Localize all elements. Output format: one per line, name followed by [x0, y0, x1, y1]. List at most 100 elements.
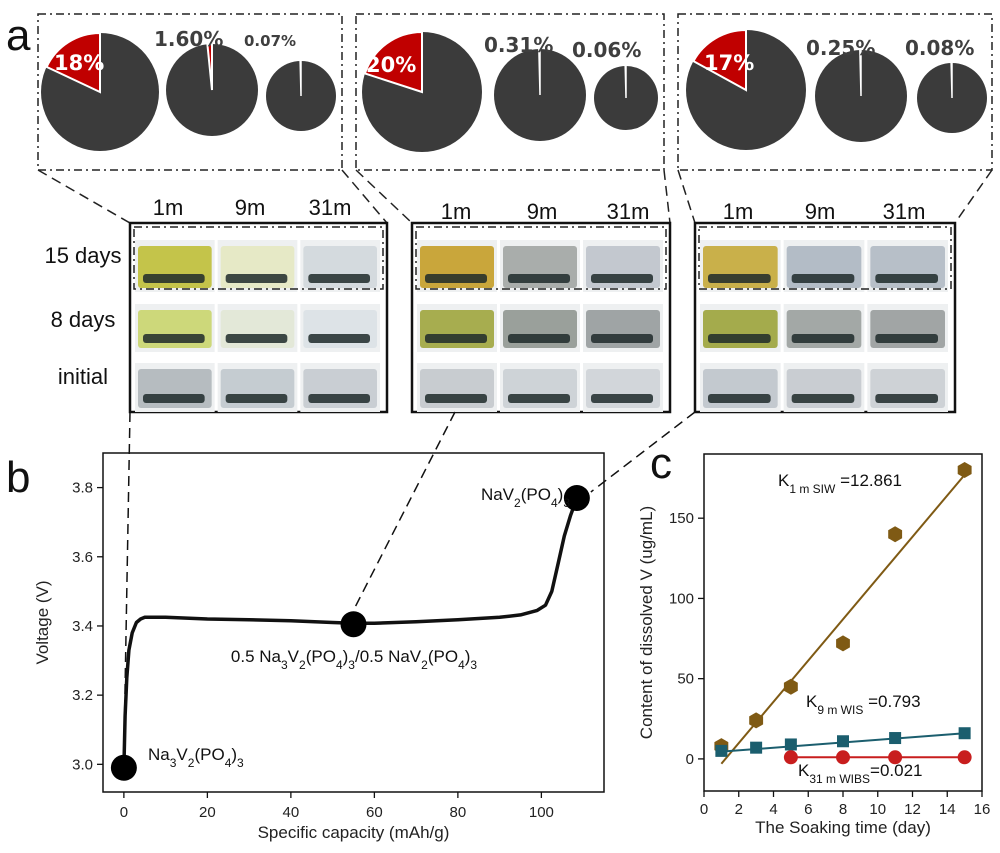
y-tick-label: 3.4: [72, 618, 93, 635]
column-header: 9m: [235, 195, 266, 220]
y-axis-label: Content of dissolved V (ug/mL): [637, 506, 656, 739]
rate-label: K31 m WIBS=0.021: [798, 761, 923, 786]
pie-label: 20%: [366, 53, 416, 77]
electrode: [508, 334, 570, 343]
data-point: [783, 678, 798, 695]
vial: [583, 304, 663, 352]
electrode: [708, 334, 771, 343]
data-point: [715, 744, 728, 757]
pie-label: 0.31%: [484, 33, 553, 57]
vial: [417, 363, 497, 412]
data-point: [836, 635, 850, 652]
electrode: [225, 274, 288, 283]
data-point: [958, 727, 971, 740]
x-tick-label: 80: [450, 804, 467, 821]
electrode: [508, 394, 570, 403]
electrode: [591, 334, 653, 343]
x-axis-label: The Soaking time (day): [755, 818, 931, 837]
highlight-15-days: [133, 226, 384, 290]
y-tick-label: 50: [677, 671, 694, 688]
column-header: 31m: [607, 199, 650, 224]
x-tick-label: 0: [700, 801, 708, 818]
pie-1-slice: [45, 31, 101, 94]
pie-2-slice: [538, 48, 541, 96]
column-header: 31m: [309, 195, 352, 220]
data-point: [750, 741, 763, 754]
pie-label: 0.08%: [905, 36, 974, 60]
pie-label: 0.25%: [806, 36, 875, 60]
electrode: [225, 334, 288, 343]
column-header: 1m: [153, 195, 184, 220]
pie-1-slice: [363, 30, 423, 94]
vial: [583, 363, 663, 412]
vial: [300, 363, 380, 412]
pie-1-slice: [692, 28, 747, 92]
data-point: [749, 712, 764, 729]
y-tick-label: 150: [669, 510, 694, 527]
vial: [500, 240, 580, 292]
zoom-line-right: [663, 169, 671, 224]
group-3: 17% 0.25% 0.08% 1m 9m 31m: [677, 13, 993, 414]
data-point: [784, 738, 797, 751]
x-tick-label: 4: [769, 801, 777, 818]
electrode: [791, 334, 855, 343]
electrode: [875, 334, 938, 343]
group-2: 20% 0.31% 0.06% 1m 9m 31m: [355, 13, 672, 414]
connector-lines: [123, 411, 696, 754]
electrode: [591, 394, 653, 403]
pie-3-slice: [624, 65, 627, 99]
vial: [217, 304, 298, 352]
electrode: [508, 274, 570, 283]
pie-label: 1.60%: [154, 27, 223, 51]
vial: [217, 363, 298, 412]
panel-c: c 0 2 4 6 8 10 12 14 16 0 50 100 150 The Soaking time …: [637, 439, 990, 837]
electrode: [591, 274, 653, 283]
pie-frame: [677, 13, 993, 171]
x-tick-label: 100: [529, 804, 554, 821]
pie-frame: [37, 13, 343, 171]
zoom-line-left: [677, 169, 696, 224]
x-tick-label: 14: [939, 801, 956, 818]
vial: [135, 240, 215, 292]
vial: [417, 240, 497, 292]
electrode: [708, 274, 771, 283]
zoom-line-right: [341, 169, 388, 224]
panel-label-a: a: [6, 11, 31, 60]
vial: [417, 304, 497, 352]
pie-2-slice: [206, 42, 213, 91]
pie-label: 0.07%: [244, 32, 296, 50]
panel-b: b 0 20 40 60 80 100 3.0 3.2 3.4 3.6 3.8 Specific cap…: [6, 452, 605, 842]
y-axis-label: Voltage (V): [33, 580, 52, 664]
electrode: [425, 394, 487, 403]
x-tick-label: 12: [904, 801, 921, 818]
column-header: 9m: [805, 199, 836, 224]
series-1-m-siw: K1 m SIW =12.861: [714, 462, 972, 765]
pie-2-slice: [859, 49, 862, 97]
highlight-15-days: [698, 226, 952, 290]
vial: [783, 304, 865, 352]
column-header: 1m: [723, 199, 754, 224]
electrode: [308, 334, 370, 343]
electrode: [143, 334, 205, 343]
pie-3-slice: [950, 62, 953, 99]
vial: [867, 240, 948, 292]
x-axis-label: Specific capacity (mAh/g): [258, 823, 450, 842]
x-tick-label: 10: [869, 801, 886, 818]
vial: [500, 363, 580, 412]
electrode: [143, 394, 205, 403]
data-point: [888, 526, 903, 543]
panel-label-c: c: [650, 439, 672, 488]
row-label: 8 days: [51, 307, 116, 332]
zoom-line-right: [954, 169, 993, 224]
pie-label: 0.06%: [572, 38, 641, 62]
x-tick-label: 6: [804, 801, 812, 818]
column-header: 9m: [527, 199, 558, 224]
highlight-15-days: [415, 226, 667, 290]
vial: [783, 240, 865, 292]
vial: [583, 240, 663, 292]
state-point: [110, 754, 137, 781]
electrode: [143, 274, 205, 283]
y-tick-label: 3.0: [72, 756, 93, 773]
data-point: [957, 750, 972, 765]
